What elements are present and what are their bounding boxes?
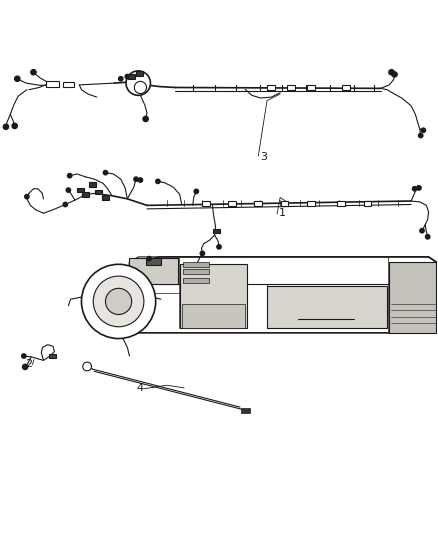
Circle shape bbox=[147, 256, 151, 261]
Circle shape bbox=[63, 203, 67, 207]
Bar bbox=[287, 85, 295, 90]
Circle shape bbox=[106, 288, 132, 314]
Circle shape bbox=[93, 276, 144, 327]
Circle shape bbox=[138, 178, 143, 182]
Circle shape bbox=[14, 76, 20, 82]
Bar bbox=[49, 354, 56, 358]
Circle shape bbox=[217, 245, 221, 249]
Circle shape bbox=[119, 77, 123, 81]
Circle shape bbox=[125, 75, 130, 79]
Circle shape bbox=[421, 128, 426, 133]
Bar bbox=[267, 286, 387, 328]
Bar bbox=[268, 85, 276, 90]
Circle shape bbox=[426, 235, 430, 239]
Bar bbox=[128, 75, 135, 79]
Circle shape bbox=[22, 364, 28, 369]
Circle shape bbox=[194, 189, 198, 193]
Circle shape bbox=[143, 116, 148, 122]
Bar bbox=[254, 201, 262, 206]
Bar bbox=[213, 229, 220, 233]
Text: 3: 3 bbox=[261, 151, 268, 161]
Circle shape bbox=[21, 354, 26, 358]
Bar bbox=[364, 201, 371, 206]
Bar bbox=[183, 269, 209, 274]
Bar bbox=[46, 81, 59, 87]
Text: 2: 2 bbox=[25, 359, 32, 369]
Bar bbox=[389, 262, 436, 333]
Circle shape bbox=[12, 123, 17, 128]
Bar bbox=[342, 85, 350, 90]
Circle shape bbox=[392, 72, 397, 77]
Bar bbox=[102, 195, 109, 200]
Bar bbox=[77, 188, 84, 192]
Circle shape bbox=[420, 229, 424, 233]
Bar bbox=[202, 201, 210, 206]
Bar bbox=[82, 192, 89, 197]
Circle shape bbox=[417, 185, 421, 190]
Bar bbox=[183, 262, 209, 268]
Bar bbox=[307, 201, 314, 206]
Bar bbox=[337, 201, 345, 206]
Bar bbox=[89, 182, 96, 187]
Bar bbox=[307, 85, 314, 90]
Circle shape bbox=[83, 362, 92, 371]
Circle shape bbox=[389, 70, 394, 75]
Text: 4: 4 bbox=[136, 383, 143, 393]
Bar bbox=[146, 258, 161, 265]
Circle shape bbox=[413, 187, 417, 191]
Bar bbox=[183, 278, 209, 283]
Bar bbox=[182, 304, 245, 328]
Text: 1: 1 bbox=[279, 208, 286, 219]
Circle shape bbox=[155, 179, 160, 183]
Bar bbox=[228, 201, 236, 206]
Bar bbox=[130, 258, 177, 284]
Circle shape bbox=[81, 264, 155, 338]
Bar bbox=[136, 71, 143, 76]
Circle shape bbox=[25, 195, 29, 199]
Circle shape bbox=[134, 177, 138, 181]
Circle shape bbox=[66, 188, 71, 192]
Circle shape bbox=[31, 70, 36, 75]
Bar bbox=[241, 408, 250, 414]
Circle shape bbox=[134, 82, 147, 94]
Circle shape bbox=[67, 174, 72, 178]
Circle shape bbox=[103, 171, 108, 175]
Circle shape bbox=[126, 71, 150, 95]
Bar bbox=[281, 201, 288, 206]
Circle shape bbox=[419, 133, 423, 138]
Bar bbox=[180, 264, 247, 328]
Circle shape bbox=[4, 124, 9, 130]
Circle shape bbox=[200, 251, 205, 256]
Bar bbox=[63, 82, 74, 87]
Bar bbox=[95, 190, 102, 195]
